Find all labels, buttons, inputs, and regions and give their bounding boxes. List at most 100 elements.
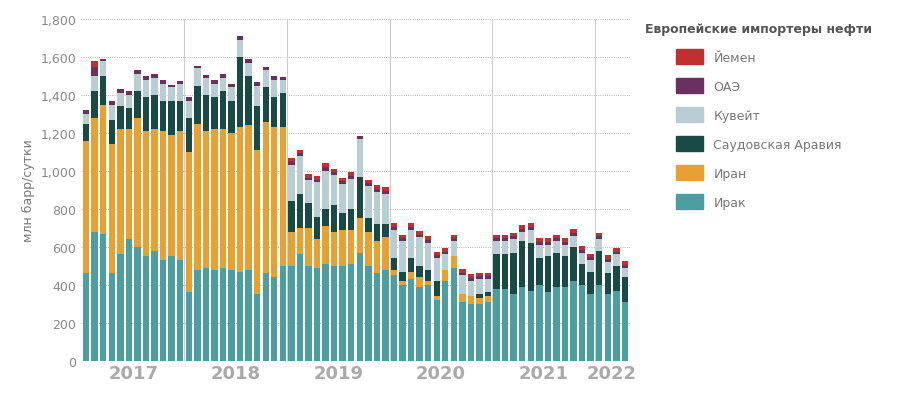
Bar [544,245,551,257]
Bar [510,295,517,361]
Bar [194,86,201,124]
Bar [391,227,397,230]
Bar [143,81,149,98]
Bar [194,67,201,69]
Bar [622,265,628,268]
Bar [442,248,448,252]
Bar [605,262,611,274]
Bar [527,243,534,291]
Bar [134,119,140,247]
Bar [117,107,123,130]
Bar [305,181,311,204]
Bar [134,75,140,92]
Bar [562,245,568,257]
Bar [536,245,543,259]
Bar [544,239,551,243]
Bar [356,136,363,140]
Bar [588,272,594,295]
Bar [177,261,184,361]
Bar [468,282,474,296]
Bar [434,282,440,296]
Bar [536,239,543,243]
Bar [510,233,517,237]
Bar [425,285,431,361]
Bar [254,86,260,107]
Bar [502,235,508,239]
Y-axis label: млн барр/сутки: млн барр/сутки [22,139,35,242]
Bar [417,235,423,238]
Bar [391,259,397,270]
Bar [519,229,526,232]
Bar [151,251,158,361]
Bar [331,172,338,175]
Bar [554,241,560,253]
Bar [527,230,534,243]
Bar [400,285,406,361]
Bar [374,241,380,274]
Bar [485,293,491,296]
Bar [263,274,269,361]
Bar [177,81,184,85]
Bar [391,224,397,227]
Bar [408,224,414,227]
Bar [254,151,260,295]
Bar [400,235,406,239]
Bar [288,202,294,232]
Bar [126,240,132,361]
Bar [314,180,320,183]
Bar [382,238,389,270]
Bar [160,101,166,132]
Bar [202,132,209,268]
Bar [229,134,235,270]
Bar [246,126,252,270]
Bar [425,243,431,270]
Bar [254,83,260,86]
Bar [237,128,243,272]
Bar [382,270,389,361]
Bar [160,132,166,261]
Bar [322,168,328,172]
Bar [109,145,115,274]
Bar [382,194,389,225]
Bar [237,37,243,41]
Bar [510,253,517,295]
Bar [134,71,140,75]
Bar [417,231,423,235]
Bar [579,285,585,361]
Bar [613,248,619,252]
Bar [331,170,338,172]
Bar [417,238,423,266]
Bar [288,232,294,266]
Bar [493,289,500,361]
Bar [100,105,106,234]
Bar [263,122,269,274]
Bar [579,250,585,253]
Bar [92,232,98,361]
Bar [400,239,406,241]
Bar [331,175,338,206]
Bar [177,132,184,261]
Bar [485,279,491,293]
Bar [229,101,235,134]
Bar [185,98,192,101]
Bar [212,85,218,98]
Bar [588,254,594,258]
Bar [554,287,560,361]
Bar [562,239,568,243]
Bar [485,277,491,279]
Bar [527,227,534,230]
Bar [605,295,611,361]
Bar [365,266,372,361]
Bar [365,180,372,184]
Bar [246,77,252,126]
Bar [305,178,311,181]
Bar [434,296,440,300]
Bar [185,153,192,293]
Bar [468,279,474,282]
Bar [356,140,363,177]
Bar [434,300,440,361]
Bar [562,243,568,245]
Bar [331,232,338,266]
Bar [348,209,355,230]
Bar [605,274,611,295]
